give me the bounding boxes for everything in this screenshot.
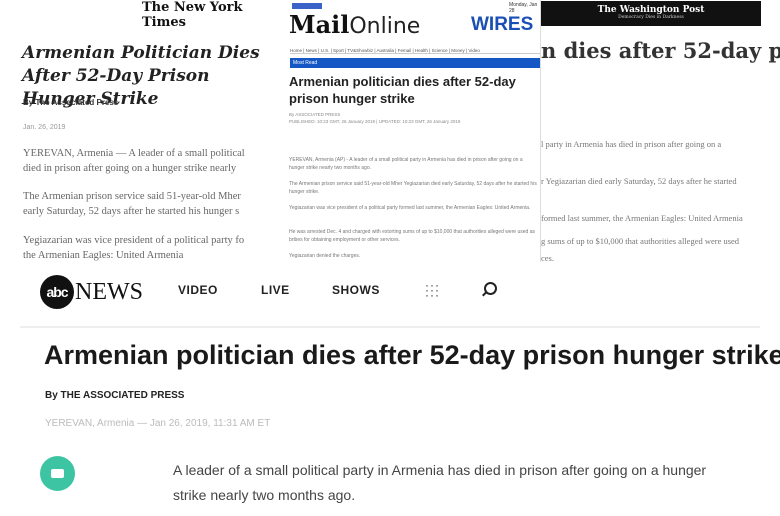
nyt-paragraph: The Armenian prison service said 51-year… [23, 191, 241, 202]
mail-published: PUBLISHED: 10:23 GMT, 26 January 2019 | … [289, 119, 461, 124]
wapo-paragraph: r Yegiazarian died early Saturday, 52 da… [541, 176, 737, 186]
abc-article: abc NEWS VIDEO LIVE SHOWS ··· ··· ··· Arme… [0, 266, 780, 516]
abc-body-line: strike nearly two months ago. [173, 487, 356, 503]
abc-dateline: YEREVAN, Armenia — Jan 26, 2019, 11:31 A… [45, 418, 271, 429]
mailonline-article: Monday, Jan 28 MailOnline WIRES Home | N… [283, 0, 541, 262]
mail-subnav[interactable]: Most Read [290, 58, 540, 68]
abc-logo-text: NEWS [75, 278, 143, 305]
nyt-paragraph: early Saturday, 52 days after he started… [23, 206, 240, 217]
nyt-article: The New York Times Armenian Politician D… [0, 0, 282, 266]
wapo-tagline: Democracy Dies in Darkness [618, 15, 684, 20]
mail-nav[interactable]: Home | News | U.S. | Sport | TV&Showbiz … [290, 48, 540, 54]
mail-paragraph: Yegiazarian denied the charges. [289, 253, 361, 259]
grid-menu-icon[interactable]: ··· ··· ··· [425, 278, 440, 302]
abc-logo[interactable]: abc NEWS [40, 275, 143, 309]
wapo-masthead[interactable]: The Washington Post Democracy Dies in Da… [541, 1, 761, 26]
nyt-paragraph: the Armenian Eagles: United Armenia [23, 250, 184, 261]
nyt-byline: By The Associated Press [23, 98, 119, 107]
search-icon[interactable] [484, 282, 497, 295]
nyt-paragraph: Yegiazarian was vice president of a poli… [23, 235, 245, 246]
abc-body: A leader of a small political party in A… [173, 458, 706, 508]
abc-byline: By THE ASSOCIATED PRESS [45, 390, 185, 401]
mail-wires: WIRES [471, 14, 534, 35]
nav-shows[interactable]: SHOWS [332, 283, 380, 297]
wapo-logo: The Washington Post [597, 5, 705, 15]
abc-logo-circle: abc [40, 275, 74, 309]
mail-paragraph: He was arrested Dec. 4 and charged with … [289, 229, 535, 243]
abc-body-line: A leader of a small political party in A… [173, 462, 707, 478]
envelope-icon [51, 469, 64, 478]
wapo-paragraph: formed last summer, the Armenian Eagles:… [541, 213, 743, 223]
abc-headline: Armenian politician dies after 52-day pr… [44, 340, 780, 370]
nyt-paragraph: died in prison after going on a hunger s… [23, 163, 237, 174]
nyt-logo[interactable]: The New York Times [142, 0, 243, 30]
nyt-date: Jan. 26, 2019 [23, 124, 66, 131]
mail-date: Monday, Jan 28 [509, 2, 538, 14]
nav-video[interactable]: VIDEO [178, 283, 218, 297]
email-share-button[interactable] [40, 456, 75, 491]
wapo-paragraph: l party in Armenia has died in prison af… [541, 139, 722, 149]
mail-logo-light: Online [349, 14, 421, 39]
wapo-headline: n dies after 52-day pris [541, 38, 780, 63]
mail-tag [292, 3, 322, 9]
wapo-paragraph: g sums of up to $10,000 that authorities… [541, 236, 740, 246]
nav-live[interactable]: LIVE [261, 283, 290, 297]
mail-paragraph: YEREVAN, Armenia (AP) - A leader of a sm… [289, 157, 523, 171]
mail-paragraph: The Armenian prison service said 51-year… [289, 181, 537, 195]
mail-logo-bold: Mail [289, 10, 350, 39]
mail-meta: By ASSOCIATED PRESS PUBLISHED: 10:23 GMT,… [289, 111, 460, 125]
divider [20, 326, 760, 328]
mail-byline: By ASSOCIATED PRESS [289, 112, 341, 117]
mail-logo[interactable]: MailOnline [289, 10, 420, 40]
nyt-paragraph: YEREVAN, Armenia — A leader of a small p… [23, 148, 245, 159]
wapo-article: The Washington Post Democracy Dies in Da… [541, 0, 780, 266]
mail-headline: Armenian politician dies after 52-day pr… [289, 74, 516, 106]
mail-paragraph: Yegiazarian was vice president of a poli… [289, 205, 531, 211]
wapo-paragraph: ces. [541, 253, 554, 263]
nyt-headline: Armenian Politician Dies After 52-Day Pr… [22, 43, 260, 109]
